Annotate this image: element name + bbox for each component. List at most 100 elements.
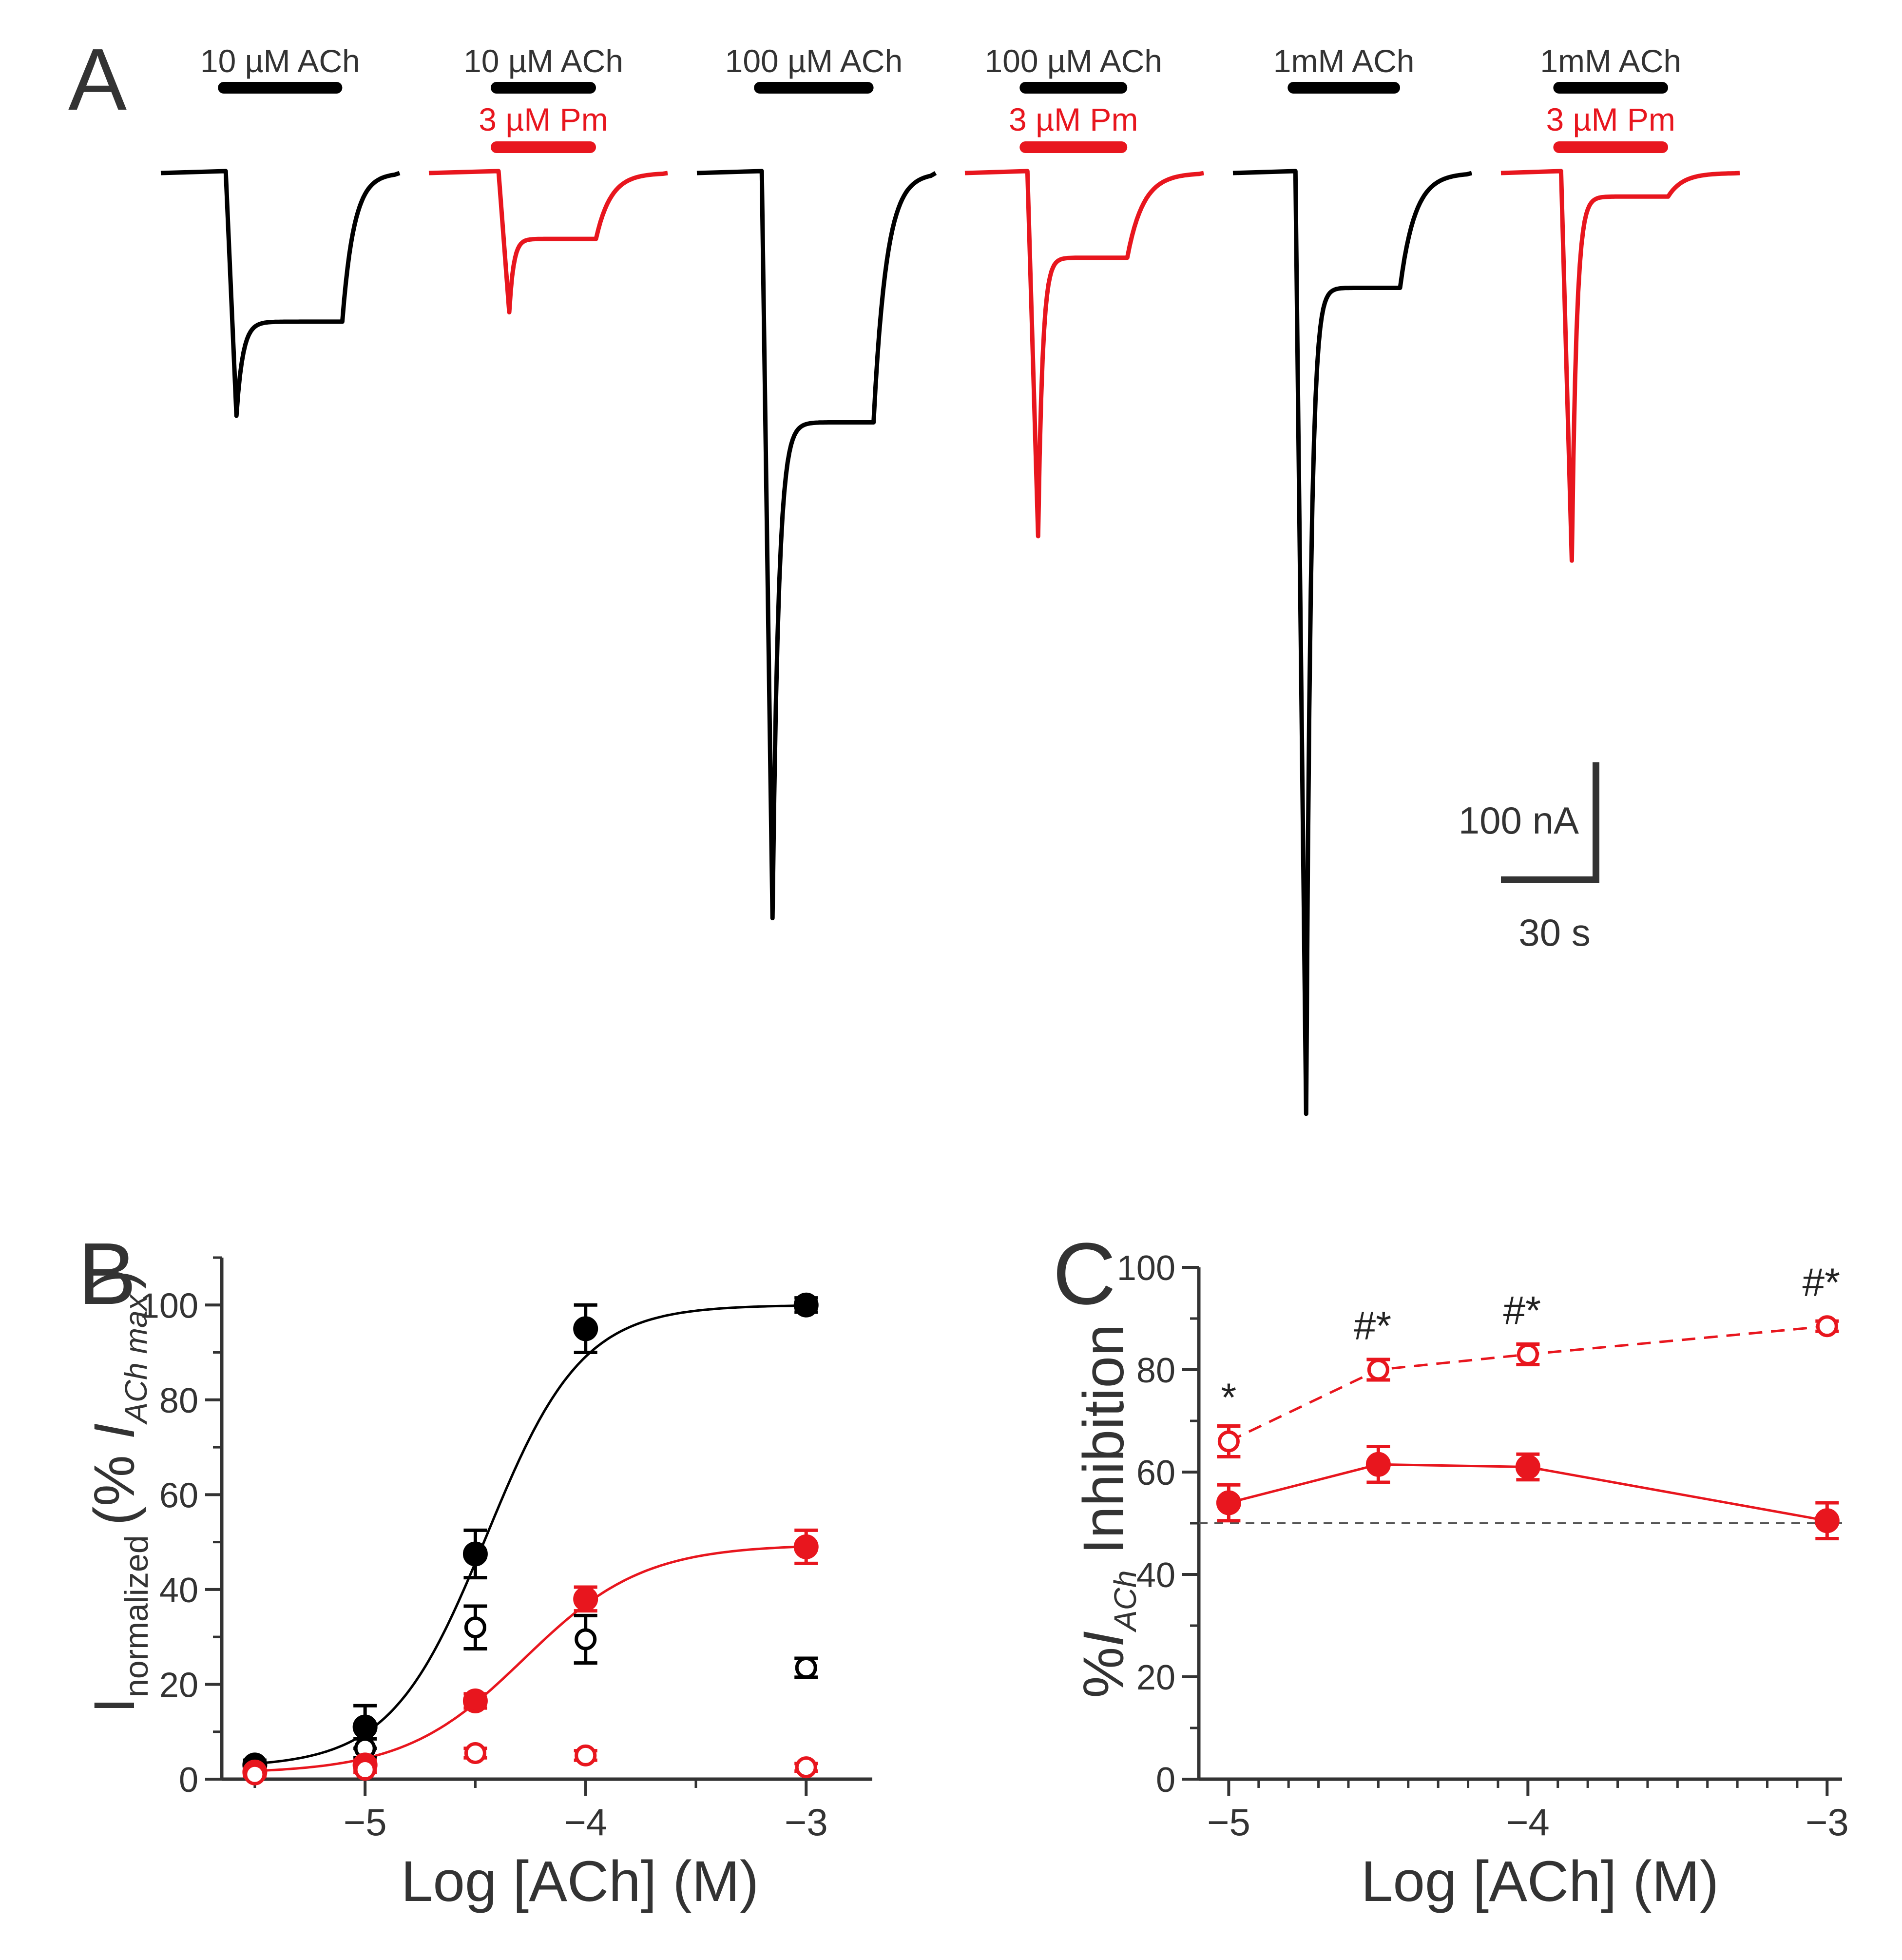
open-point <box>1816 1315 1838 1338</box>
y-axis-label: %IACh Inhibition <box>1072 1324 1143 1698</box>
trace-group: 100 µM ACh 3 µM Pm <box>964 43 1204 539</box>
drug-label: 3 µM Pm <box>1009 101 1138 137</box>
agonist-label: 100 µM ACh <box>725 43 903 79</box>
drug-label: 3 µM Pm <box>1546 101 1675 137</box>
axes: −5 −4 −3 0 20 40 60 80 100 <box>1117 1249 1849 1844</box>
panel-c-percent-inhibition: −5 −4 −3 0 20 40 60 80 100 * #* #* #* Log [ACh] (M)… <box>1072 1249 1849 1914</box>
significance-mark: #* <box>1503 1289 1541 1333</box>
filled-point <box>793 1534 819 1559</box>
open-point <box>464 1616 486 1639</box>
y-tick-label: 80 <box>1136 1351 1175 1390</box>
drug-application-bar <box>1019 141 1128 153</box>
agonist-application-bar <box>1019 82 1128 94</box>
trace-group: 10 µM ACh 3 µM Pm <box>428 43 668 315</box>
current-trace <box>428 169 668 315</box>
filled-point <box>462 1688 488 1713</box>
drug-application-bar <box>491 141 596 153</box>
x-axis-label: Log [ACh] (M) <box>401 1849 759 1914</box>
open-point <box>244 1763 266 1785</box>
trace-group: 1mM ACh <box>1232 43 1473 1116</box>
agonist-application-bar <box>491 82 596 94</box>
filled-point <box>462 1541 488 1567</box>
agonist-label: 10 µM ACh <box>463 43 623 79</box>
y-label-italic-i: I <box>82 1423 147 1439</box>
open-point <box>1217 1430 1240 1453</box>
trace-group: 100 µM ACh <box>696 43 937 921</box>
significance-mark: #* <box>1803 1261 1841 1305</box>
filled-point <box>573 1586 598 1611</box>
y-tick-label: 80 <box>159 1381 198 1420</box>
agonist-label: 10 µM ACh <box>200 43 360 79</box>
open-point <box>464 1742 486 1764</box>
y-label-close: ) <box>82 1270 147 1289</box>
panel-b-concentration-response: −5 −4 −3 0 20 40 60 80 100 Log [ACh] (M) Inormal… <box>82 1256 872 1914</box>
agonist-application-bar <box>1287 82 1400 94</box>
open-point <box>575 1744 597 1766</box>
x-tick-label: −3 <box>785 1801 828 1844</box>
panel-label-b: B <box>78 1225 136 1323</box>
x-axis-label: Log [ACh] (M) <box>1361 1849 1719 1914</box>
open-point <box>795 1756 817 1779</box>
y-label-main: I <box>82 1697 147 1713</box>
scale-bar-lines <box>1501 762 1599 883</box>
y-label-open: (% <box>82 1439 147 1525</box>
open-point <box>795 1656 817 1679</box>
current-trace <box>1500 169 1740 563</box>
open-point <box>575 1628 597 1650</box>
y-label-sub-ach: ACh <box>1108 1570 1143 1633</box>
scale-bar-current-label: 100 nA <box>1459 799 1579 842</box>
peak-inhibition-line <box>1228 1463 1827 1522</box>
data-points <box>242 1292 819 1785</box>
y-tick-label: 20 <box>1136 1658 1175 1697</box>
filled-point <box>793 1292 819 1318</box>
y-tick-label: 20 <box>159 1666 198 1705</box>
agonist-application-bar <box>754 82 874 94</box>
panel-a-traces: 10 µM ACh 10 µM ACh 3 µM Pm 100 µM ACh 1… <box>160 43 1740 1116</box>
filled-point <box>573 1316 598 1341</box>
significance-mark: * <box>1221 1376 1236 1420</box>
agonist-label: 1mM ACh <box>1540 43 1681 79</box>
filled-point <box>352 1714 378 1740</box>
y-tick-label: 60 <box>1136 1454 1175 1493</box>
x-tick-label: −3 <box>1806 1801 1849 1844</box>
filled-point <box>1515 1455 1540 1479</box>
y-label-inhibition: Inhibition <box>1072 1324 1136 1570</box>
data-points <box>1216 1315 1840 1540</box>
panel-label-a: A <box>68 31 127 129</box>
drug-application-bar <box>1553 141 1668 153</box>
scale-bar: 100 nA 30 s <box>1459 762 1599 954</box>
axes: −5 −4 −3 0 20 40 60 80 100 <box>140 1256 872 1844</box>
filled-point <box>1365 1452 1391 1477</box>
y-tick-label: 60 <box>159 1476 198 1515</box>
fit-curve <box>254 1304 807 1765</box>
y-tick-label: 100 <box>1117 1249 1175 1288</box>
y-axis-label: Inormalized(% IACh max) <box>82 1270 155 1713</box>
current-trace <box>160 169 401 418</box>
y-label-italic-i: I <box>1072 1631 1136 1647</box>
trace-group: 10 µM ACh <box>160 43 401 418</box>
x-tick-label: −4 <box>564 1801 607 1844</box>
y-label-percent: % <box>1072 1647 1136 1698</box>
open-point <box>354 1759 376 1781</box>
agonist-label: 100 µM ACh <box>984 43 1162 79</box>
series-lines <box>1199 1325 1842 1524</box>
drug-label: 3 µM Pm <box>479 101 608 137</box>
significance-mark: #* <box>1354 1304 1392 1348</box>
scale-bar-time-label: 30 s <box>1518 911 1590 954</box>
fit-curves <box>254 1304 807 1772</box>
fit-curve <box>254 1545 807 1772</box>
current-trace <box>964 169 1204 539</box>
agonist-label: 1mM ACh <box>1273 43 1415 79</box>
x-tick-label: −5 <box>1207 1801 1250 1844</box>
panel-label-c: C <box>1053 1225 1116 1323</box>
trace-group: 1mM ACh 3 µM Pm <box>1500 43 1740 563</box>
agonist-application-bar <box>218 82 343 94</box>
y-label-sub-ach-max: ACh max <box>118 1294 154 1425</box>
current-trace <box>1232 169 1473 1116</box>
open-point <box>1367 1358 1389 1381</box>
y-tick-label: 100 <box>140 1286 198 1325</box>
x-tick-label: −5 <box>344 1801 387 1844</box>
filled-point <box>1216 1490 1241 1515</box>
y-tick-label: 0 <box>179 1761 198 1800</box>
